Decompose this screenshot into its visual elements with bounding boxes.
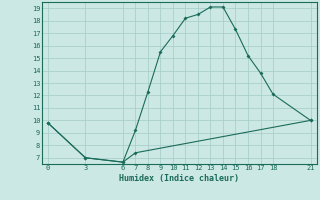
X-axis label: Humidex (Indice chaleur): Humidex (Indice chaleur)	[119, 174, 239, 183]
